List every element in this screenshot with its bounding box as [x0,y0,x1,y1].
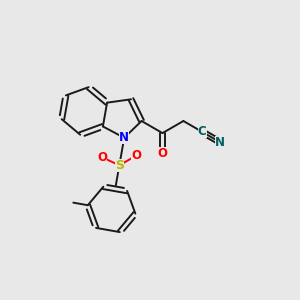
Text: N: N [215,136,225,148]
Text: O: O [97,151,107,164]
Text: N: N [119,131,129,144]
Text: O: O [131,149,141,162]
Text: O: O [158,147,167,160]
Text: C: C [198,125,207,138]
Text: S: S [115,159,124,172]
